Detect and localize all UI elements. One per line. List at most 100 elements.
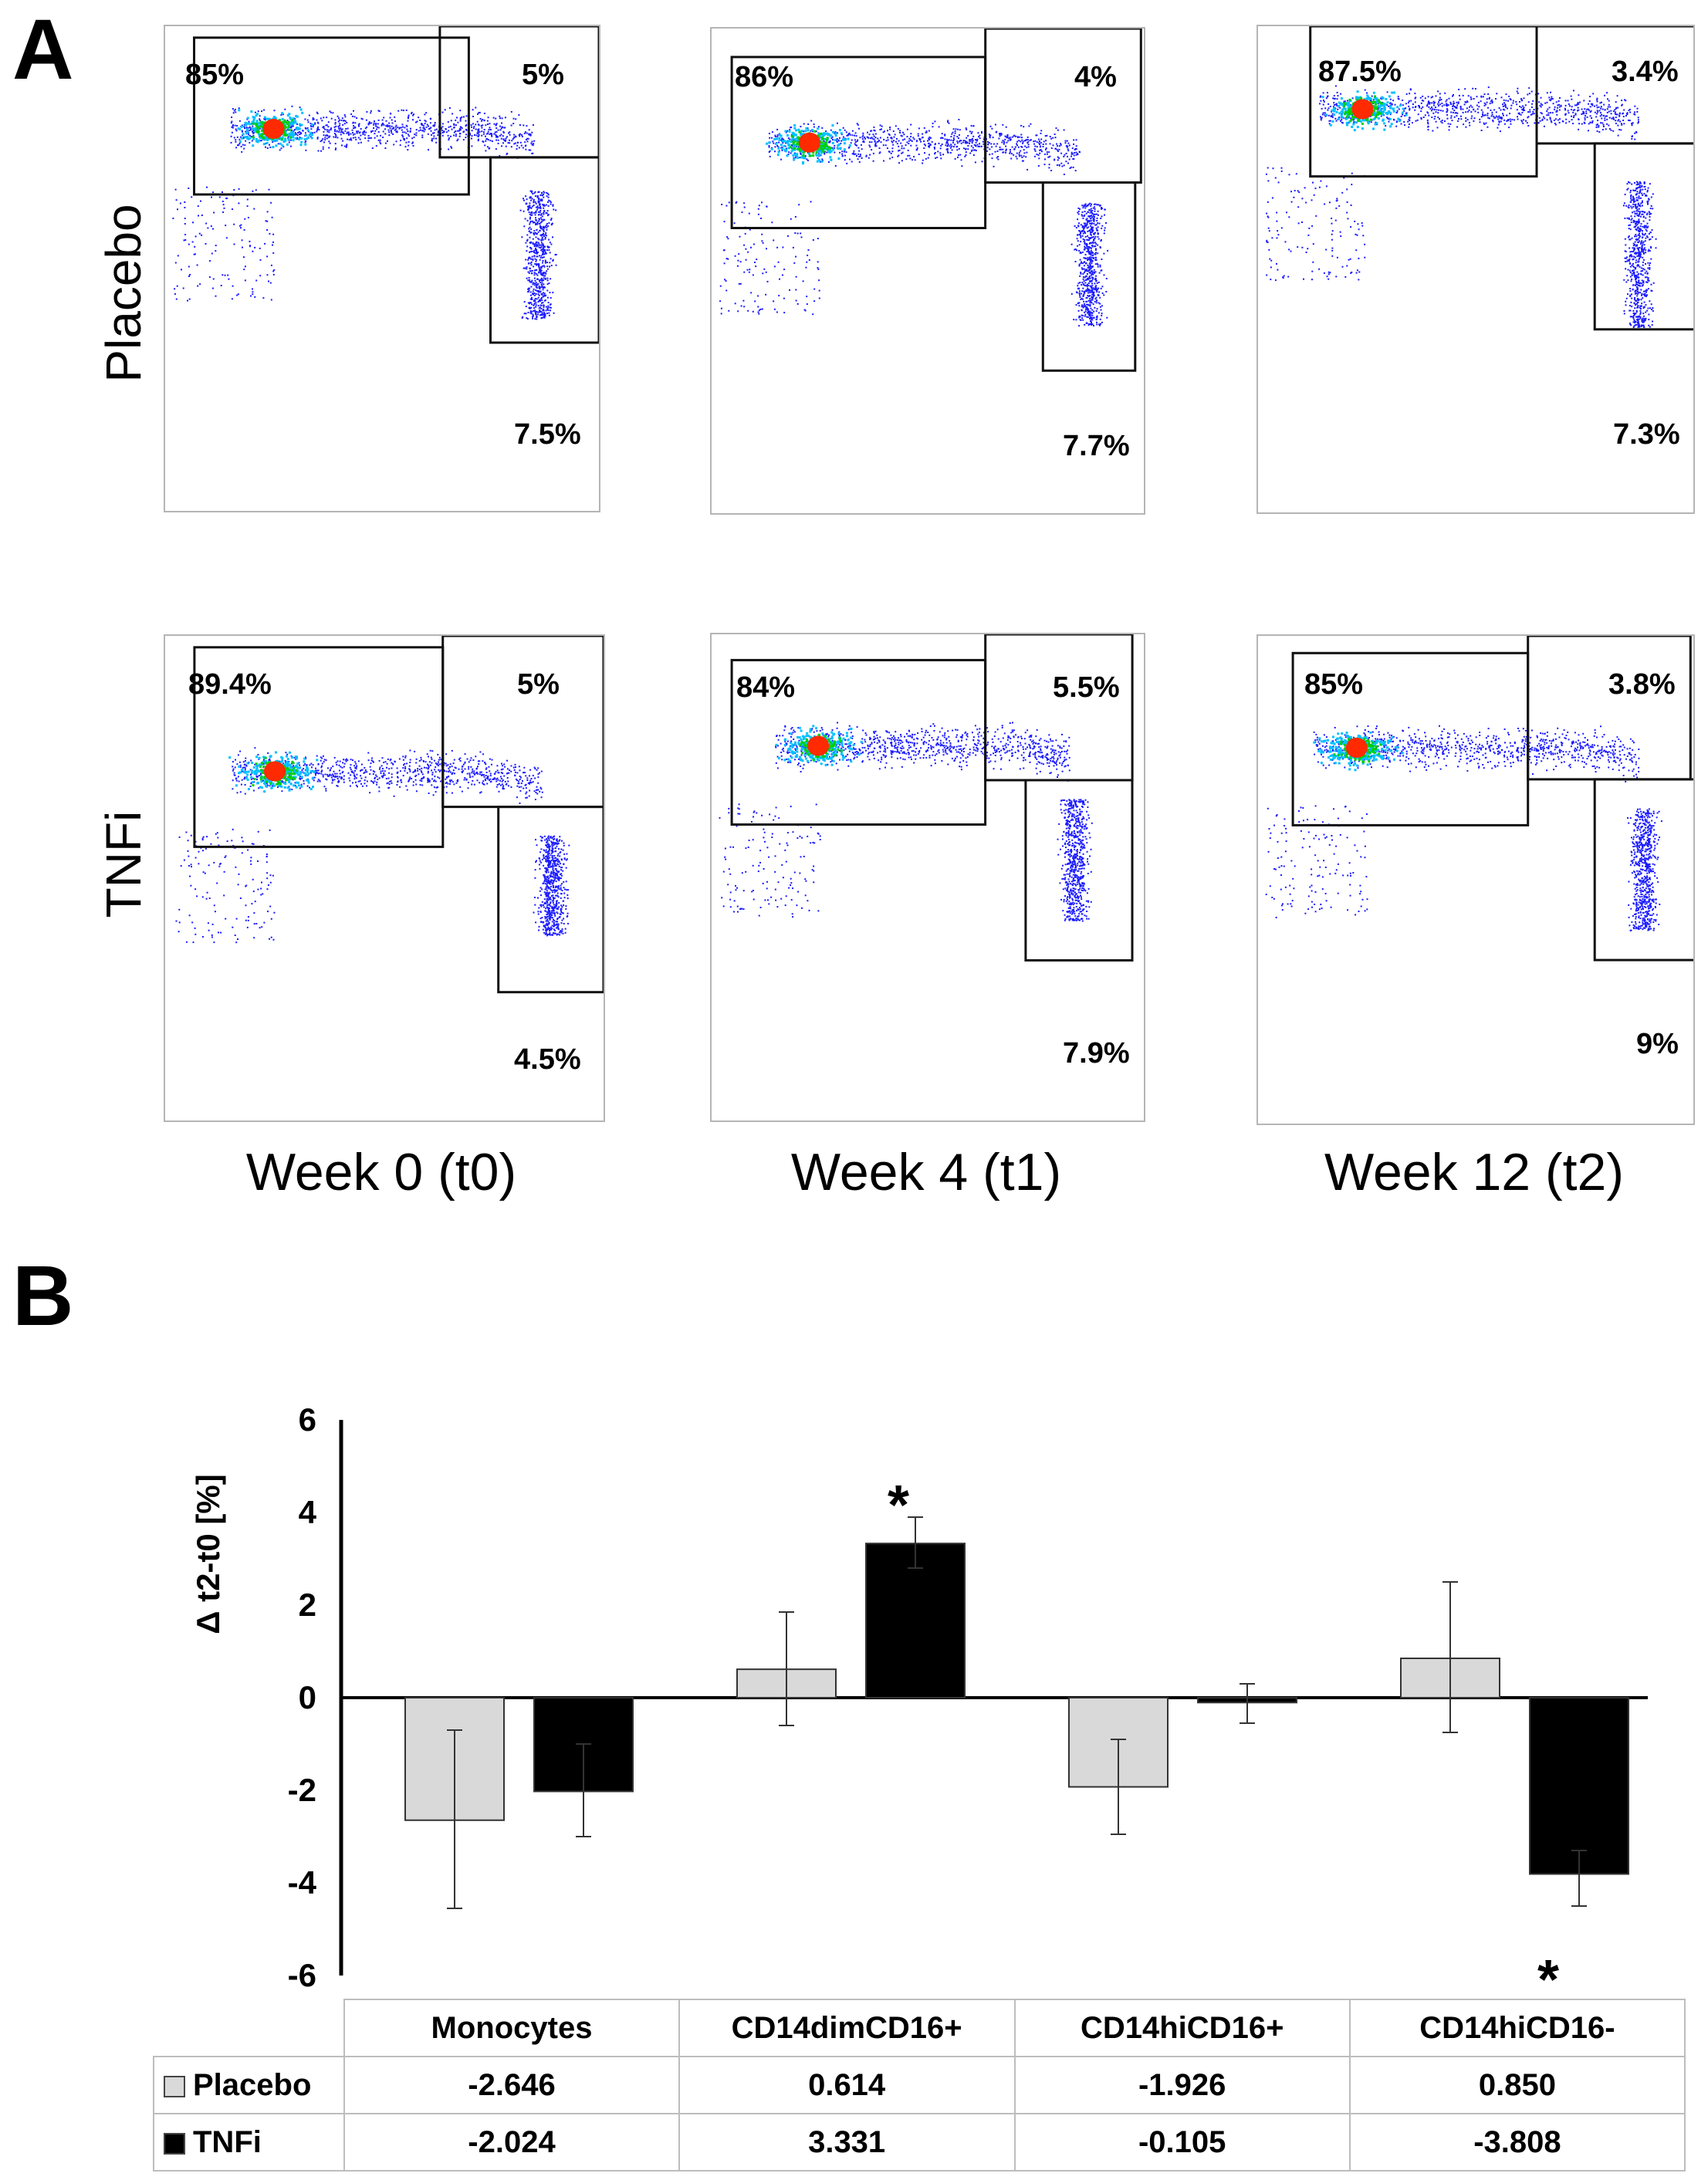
event-dot <box>399 144 401 147</box>
event-dot <box>1086 222 1088 225</box>
event-dot <box>1090 314 1092 316</box>
event-dot <box>967 145 969 147</box>
event-dot <box>1329 106 1331 107</box>
event-dot <box>1087 266 1089 269</box>
event-dot <box>1578 118 1580 120</box>
event-dot <box>1040 132 1042 134</box>
event-dot <box>879 129 881 130</box>
event-dot <box>547 204 550 207</box>
event-dot <box>543 245 545 247</box>
event-dot <box>1094 232 1096 234</box>
event-dot <box>493 133 495 135</box>
event-dot <box>543 231 545 232</box>
event-dot <box>909 157 911 160</box>
event-dot <box>502 142 504 144</box>
event-dot <box>791 144 793 147</box>
event-dot <box>1494 117 1497 119</box>
event-dot <box>377 127 380 129</box>
event-dot <box>1085 218 1087 221</box>
event-dot <box>953 139 955 141</box>
event-dot <box>243 256 245 259</box>
event-dot <box>251 123 253 125</box>
event-dot <box>481 120 482 122</box>
event-dot <box>802 154 805 157</box>
event-dot <box>956 136 959 137</box>
event-dot <box>519 124 521 126</box>
event-dot <box>539 282 542 284</box>
event-dot <box>545 294 547 296</box>
event-dot <box>1091 227 1093 229</box>
event-dot <box>1091 259 1093 261</box>
event-dot <box>787 235 789 237</box>
event-dot <box>497 139 499 141</box>
event-dot <box>778 138 781 141</box>
event-dot <box>1602 123 1605 126</box>
event-dot <box>541 299 543 302</box>
event-dot <box>1407 120 1409 123</box>
event-dot <box>958 119 960 120</box>
event-dot <box>1590 110 1592 112</box>
event-dot <box>1577 102 1579 104</box>
event-dot <box>1002 123 1004 126</box>
event-dot <box>306 129 309 132</box>
event-dot <box>1070 243 1073 245</box>
event-dot <box>777 147 780 150</box>
event-dot <box>397 110 400 112</box>
event-dot <box>287 138 290 141</box>
event-dot <box>1521 100 1524 102</box>
event-dot <box>1093 233 1095 235</box>
event-dot <box>536 208 539 211</box>
event-dot <box>1571 106 1573 108</box>
event-dot <box>952 146 955 148</box>
event-dot <box>781 149 783 151</box>
event-dot <box>970 125 972 127</box>
event-dot <box>546 210 549 212</box>
event-dot <box>535 306 537 308</box>
event-dot <box>815 130 817 133</box>
event-dot <box>774 134 776 137</box>
event-dot <box>1591 117 1593 119</box>
event-dot <box>252 293 254 296</box>
event-dot <box>269 146 272 148</box>
event-dot <box>433 135 435 137</box>
event-dot <box>888 133 890 135</box>
event-dot <box>538 294 540 296</box>
event-dot <box>329 142 331 144</box>
event-dot <box>249 134 251 137</box>
event-dot <box>1008 137 1010 140</box>
event-dot <box>1325 97 1328 100</box>
event-dot <box>1082 278 1084 280</box>
event-dot <box>739 235 741 238</box>
event-dot <box>1087 309 1089 311</box>
event-dot <box>757 306 759 308</box>
event-dot <box>1097 252 1099 255</box>
event-dot <box>750 292 753 294</box>
event-dot <box>1562 120 1564 123</box>
event-dot <box>1486 101 1488 103</box>
event-dot <box>541 256 543 259</box>
event-dot <box>509 134 511 136</box>
event-dot <box>1346 100 1348 102</box>
event-dot <box>526 250 528 252</box>
event-dot <box>934 120 936 123</box>
event-dot <box>950 136 952 137</box>
event-dot <box>1084 310 1087 313</box>
event-dot <box>1601 101 1602 103</box>
event-dot <box>530 264 533 266</box>
event-dot <box>547 225 550 227</box>
event-dot <box>1091 282 1093 285</box>
event-dot <box>338 130 340 133</box>
event-dot <box>211 252 213 255</box>
event-dot <box>1094 224 1097 226</box>
event-dot <box>231 131 233 134</box>
event-dot <box>1084 269 1087 271</box>
event-dot <box>793 127 797 130</box>
event-dot <box>1016 140 1019 143</box>
event-dot <box>282 130 286 134</box>
event-dot <box>493 123 495 125</box>
event-dot <box>1521 111 1524 113</box>
event-dot <box>235 111 237 113</box>
event-dot <box>1080 272 1082 275</box>
event-dot <box>528 129 530 131</box>
event-dot <box>1551 112 1554 114</box>
